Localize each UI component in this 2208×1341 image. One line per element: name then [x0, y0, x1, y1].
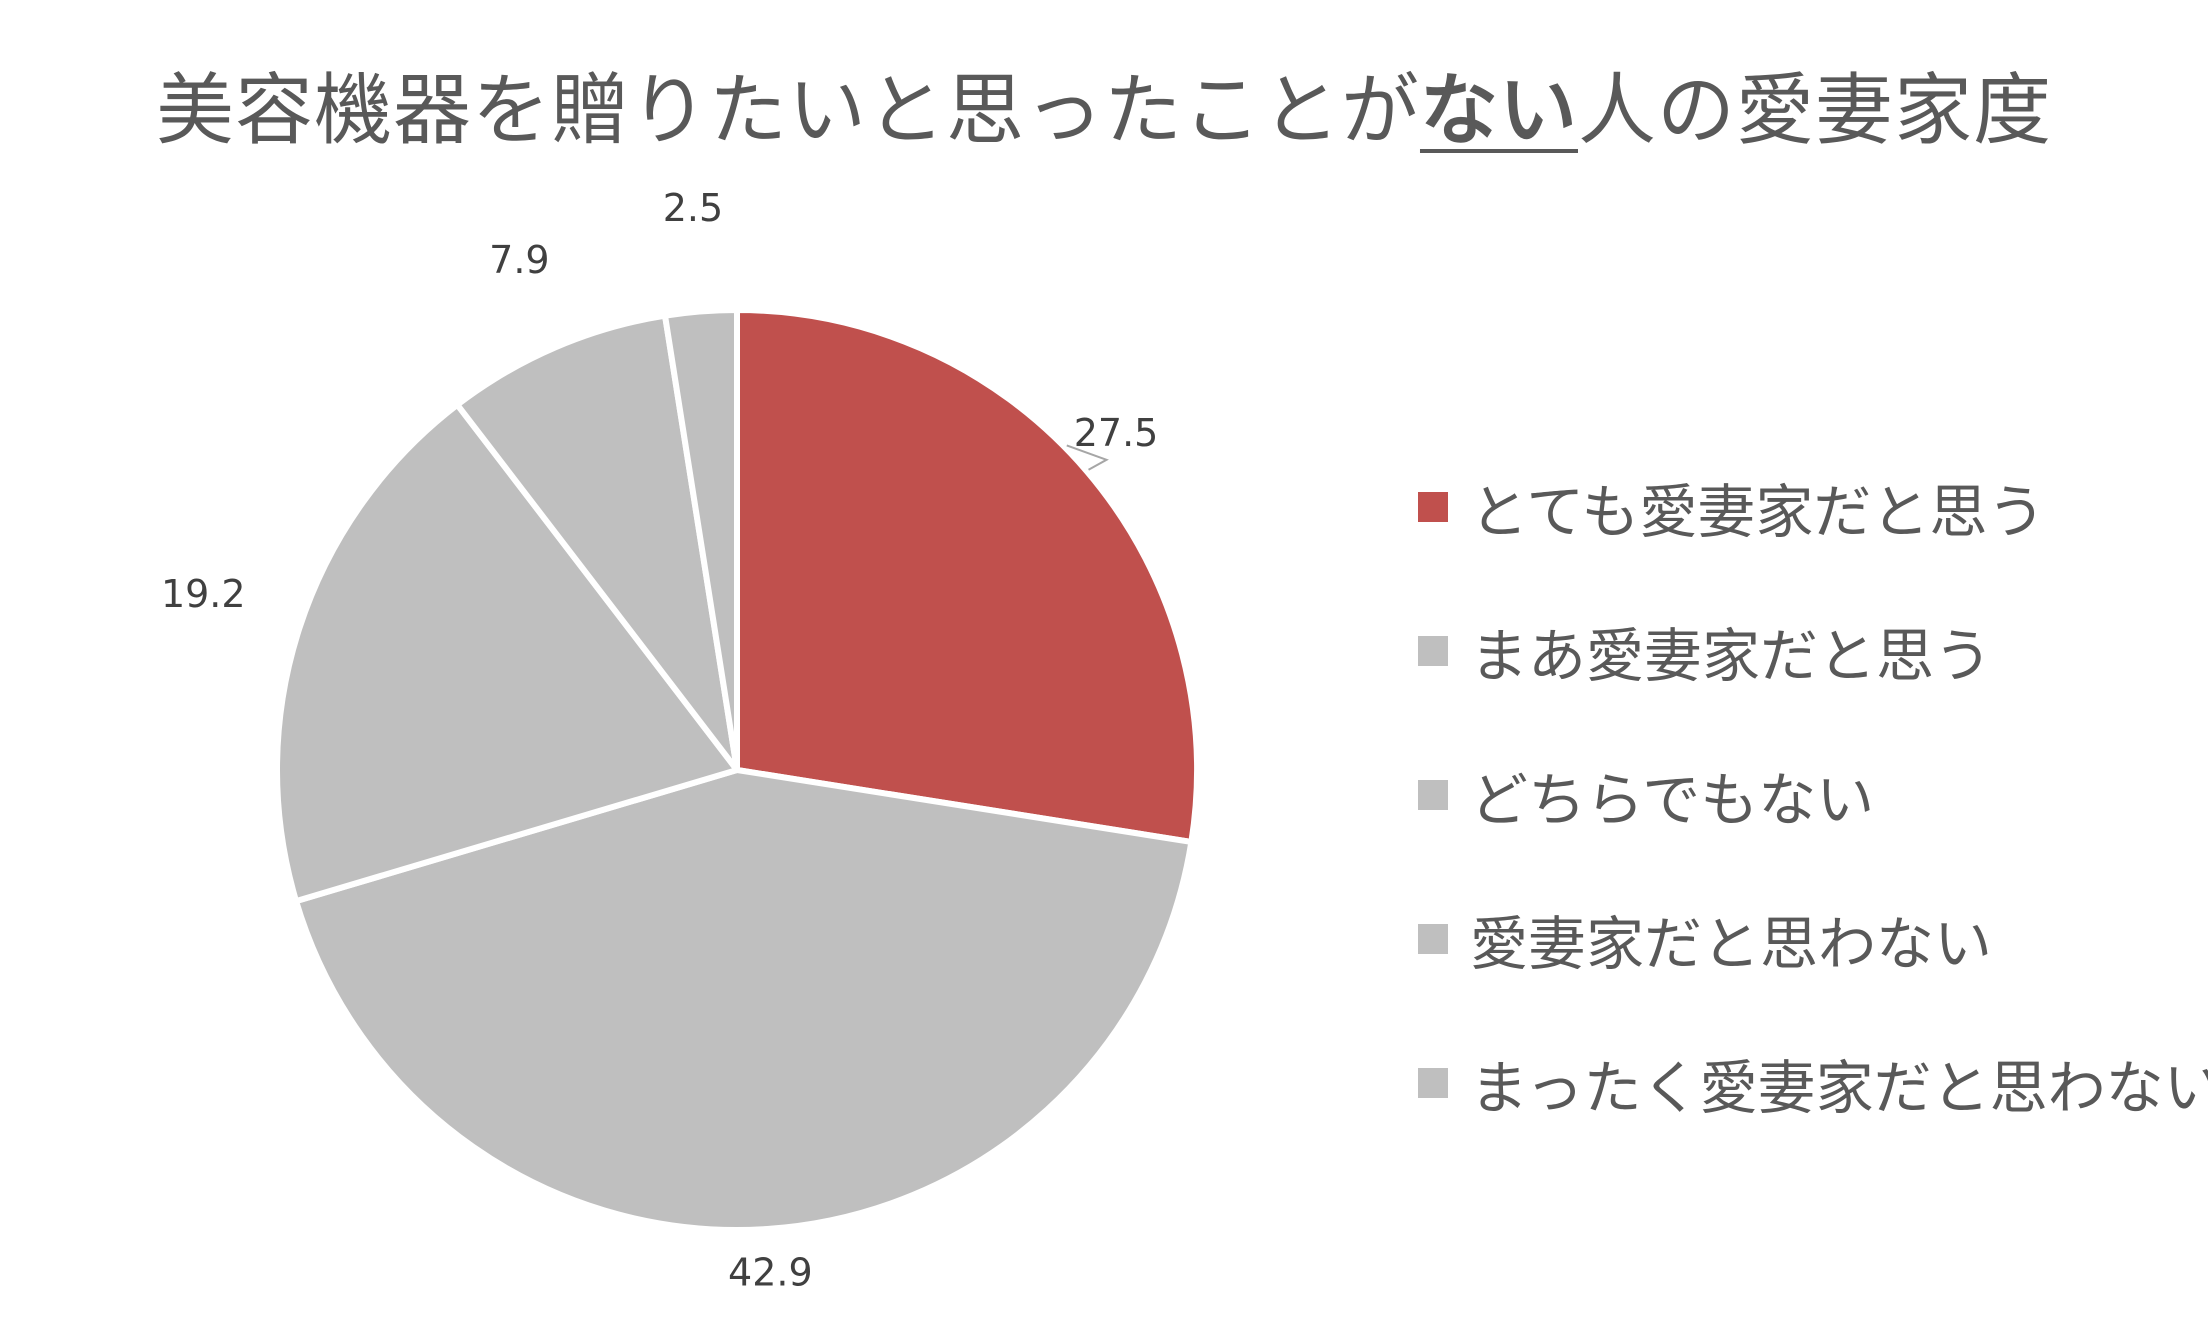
- legend: とても愛妻家だと思う まあ愛妻家だと思う どちらでもない 愛妻家だと思わない ま…: [1418, 435, 2208, 1155]
- pie-data-labels: 27.5 42.9 19.2 7.9 2.5: [161, 186, 1158, 1294]
- pie-data-label-3: 19.2: [161, 572, 246, 616]
- pie-data-label-5: 2.5: [663, 186, 723, 230]
- chart-title-part-3: 人の愛妻家度: [1578, 66, 2053, 156]
- legend-label-5: まったく愛妻家だと思わない: [1470, 1054, 2208, 1122]
- pie-slice-5[interactable]: [662, 307, 740, 773]
- pie-slice-2[interactable]: [293, 767, 1195, 1233]
- legend-item-3[interactable]: どちらでもない: [1418, 723, 2208, 867]
- legend-swatch-2: [1418, 636, 1448, 666]
- legend-label-1: とても愛妻家だと思う: [1470, 478, 2046, 546]
- legend-swatch-4: [1418, 924, 1448, 954]
- pie-slice-3[interactable]: [274, 401, 740, 905]
- legend-item-5[interactable]: まったく愛妻家だと思わない: [1418, 1011, 2208, 1155]
- chart-title-emphasis: ない: [1419, 66, 1578, 156]
- legend-label-3: どちらでもない: [1470, 766, 1875, 834]
- legend-label-4: 愛妻家だと思わない: [1470, 910, 1993, 978]
- pie-slice-1[interactable]: [734, 307, 1201, 845]
- pie-data-label-4: 7.9: [489, 238, 549, 282]
- legend-item-4[interactable]: 愛妻家だと思わない: [1418, 867, 2208, 1011]
- pie-leader-line-1: [1066, 444, 1109, 471]
- legend-swatch-5: [1418, 1068, 1448, 1098]
- chart-title-part-1: 美容機器を贈りたいと思ったことが: [155, 66, 1420, 156]
- pie-slice-4[interactable]: [454, 312, 740, 773]
- legend-item-1[interactable]: とても愛妻家だと思う: [1418, 435, 2208, 579]
- legend-label-2: まあ愛妻家だと思う: [1470, 622, 1993, 690]
- legend-swatch-3: [1418, 780, 1448, 810]
- pie-data-label-1: 27.5: [1074, 411, 1159, 455]
- pie-slices: [274, 307, 1201, 1233]
- legend-swatch-1: [1418, 492, 1448, 522]
- chart-title: 美容機器を贈りたいと思ったことがない人の愛妻家度: [0, 48, 2208, 160]
- legend-item-2[interactable]: まあ愛妻家だと思う: [1418, 579, 2208, 723]
- pie-data-label-2: 42.9: [728, 1250, 813, 1294]
